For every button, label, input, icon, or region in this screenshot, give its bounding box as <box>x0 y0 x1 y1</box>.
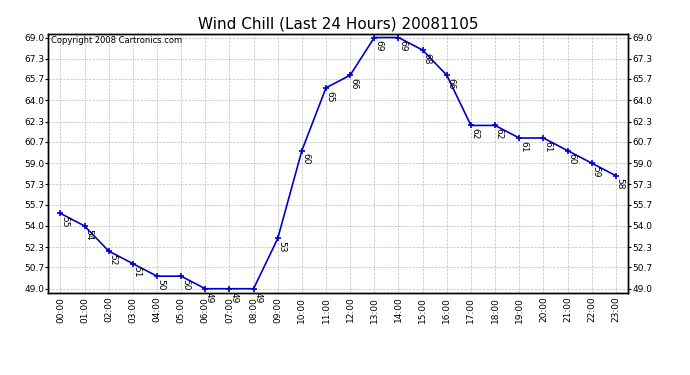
Text: 61: 61 <box>519 141 528 152</box>
Text: 65: 65 <box>326 90 335 102</box>
Text: 60: 60 <box>567 153 576 165</box>
Text: 61: 61 <box>543 141 552 152</box>
Text: 68: 68 <box>422 53 431 64</box>
Text: 49: 49 <box>253 291 262 303</box>
Text: 51: 51 <box>132 266 141 278</box>
Text: 62: 62 <box>495 128 504 140</box>
Text: 62: 62 <box>471 128 480 140</box>
Text: 66: 66 <box>446 78 455 90</box>
Text: 69: 69 <box>398 40 407 52</box>
Text: 60: 60 <box>302 153 310 165</box>
Text: Copyright 2008 Cartronics.com: Copyright 2008 Cartronics.com <box>51 36 182 45</box>
Text: 69: 69 <box>374 40 383 52</box>
Text: 55: 55 <box>60 216 69 228</box>
Text: 58: 58 <box>615 178 624 190</box>
Title: Wind Chill (Last 24 Hours) 20081105: Wind Chill (Last 24 Hours) 20081105 <box>198 16 478 31</box>
Text: 59: 59 <box>591 166 600 177</box>
Text: 49: 49 <box>229 291 238 303</box>
Text: 50: 50 <box>157 279 166 291</box>
Text: 53: 53 <box>277 241 286 253</box>
Text: 50: 50 <box>181 279 190 291</box>
Text: 66: 66 <box>350 78 359 90</box>
Text: 49: 49 <box>205 291 214 303</box>
Text: 52: 52 <box>108 254 117 265</box>
Text: 54: 54 <box>84 229 93 240</box>
